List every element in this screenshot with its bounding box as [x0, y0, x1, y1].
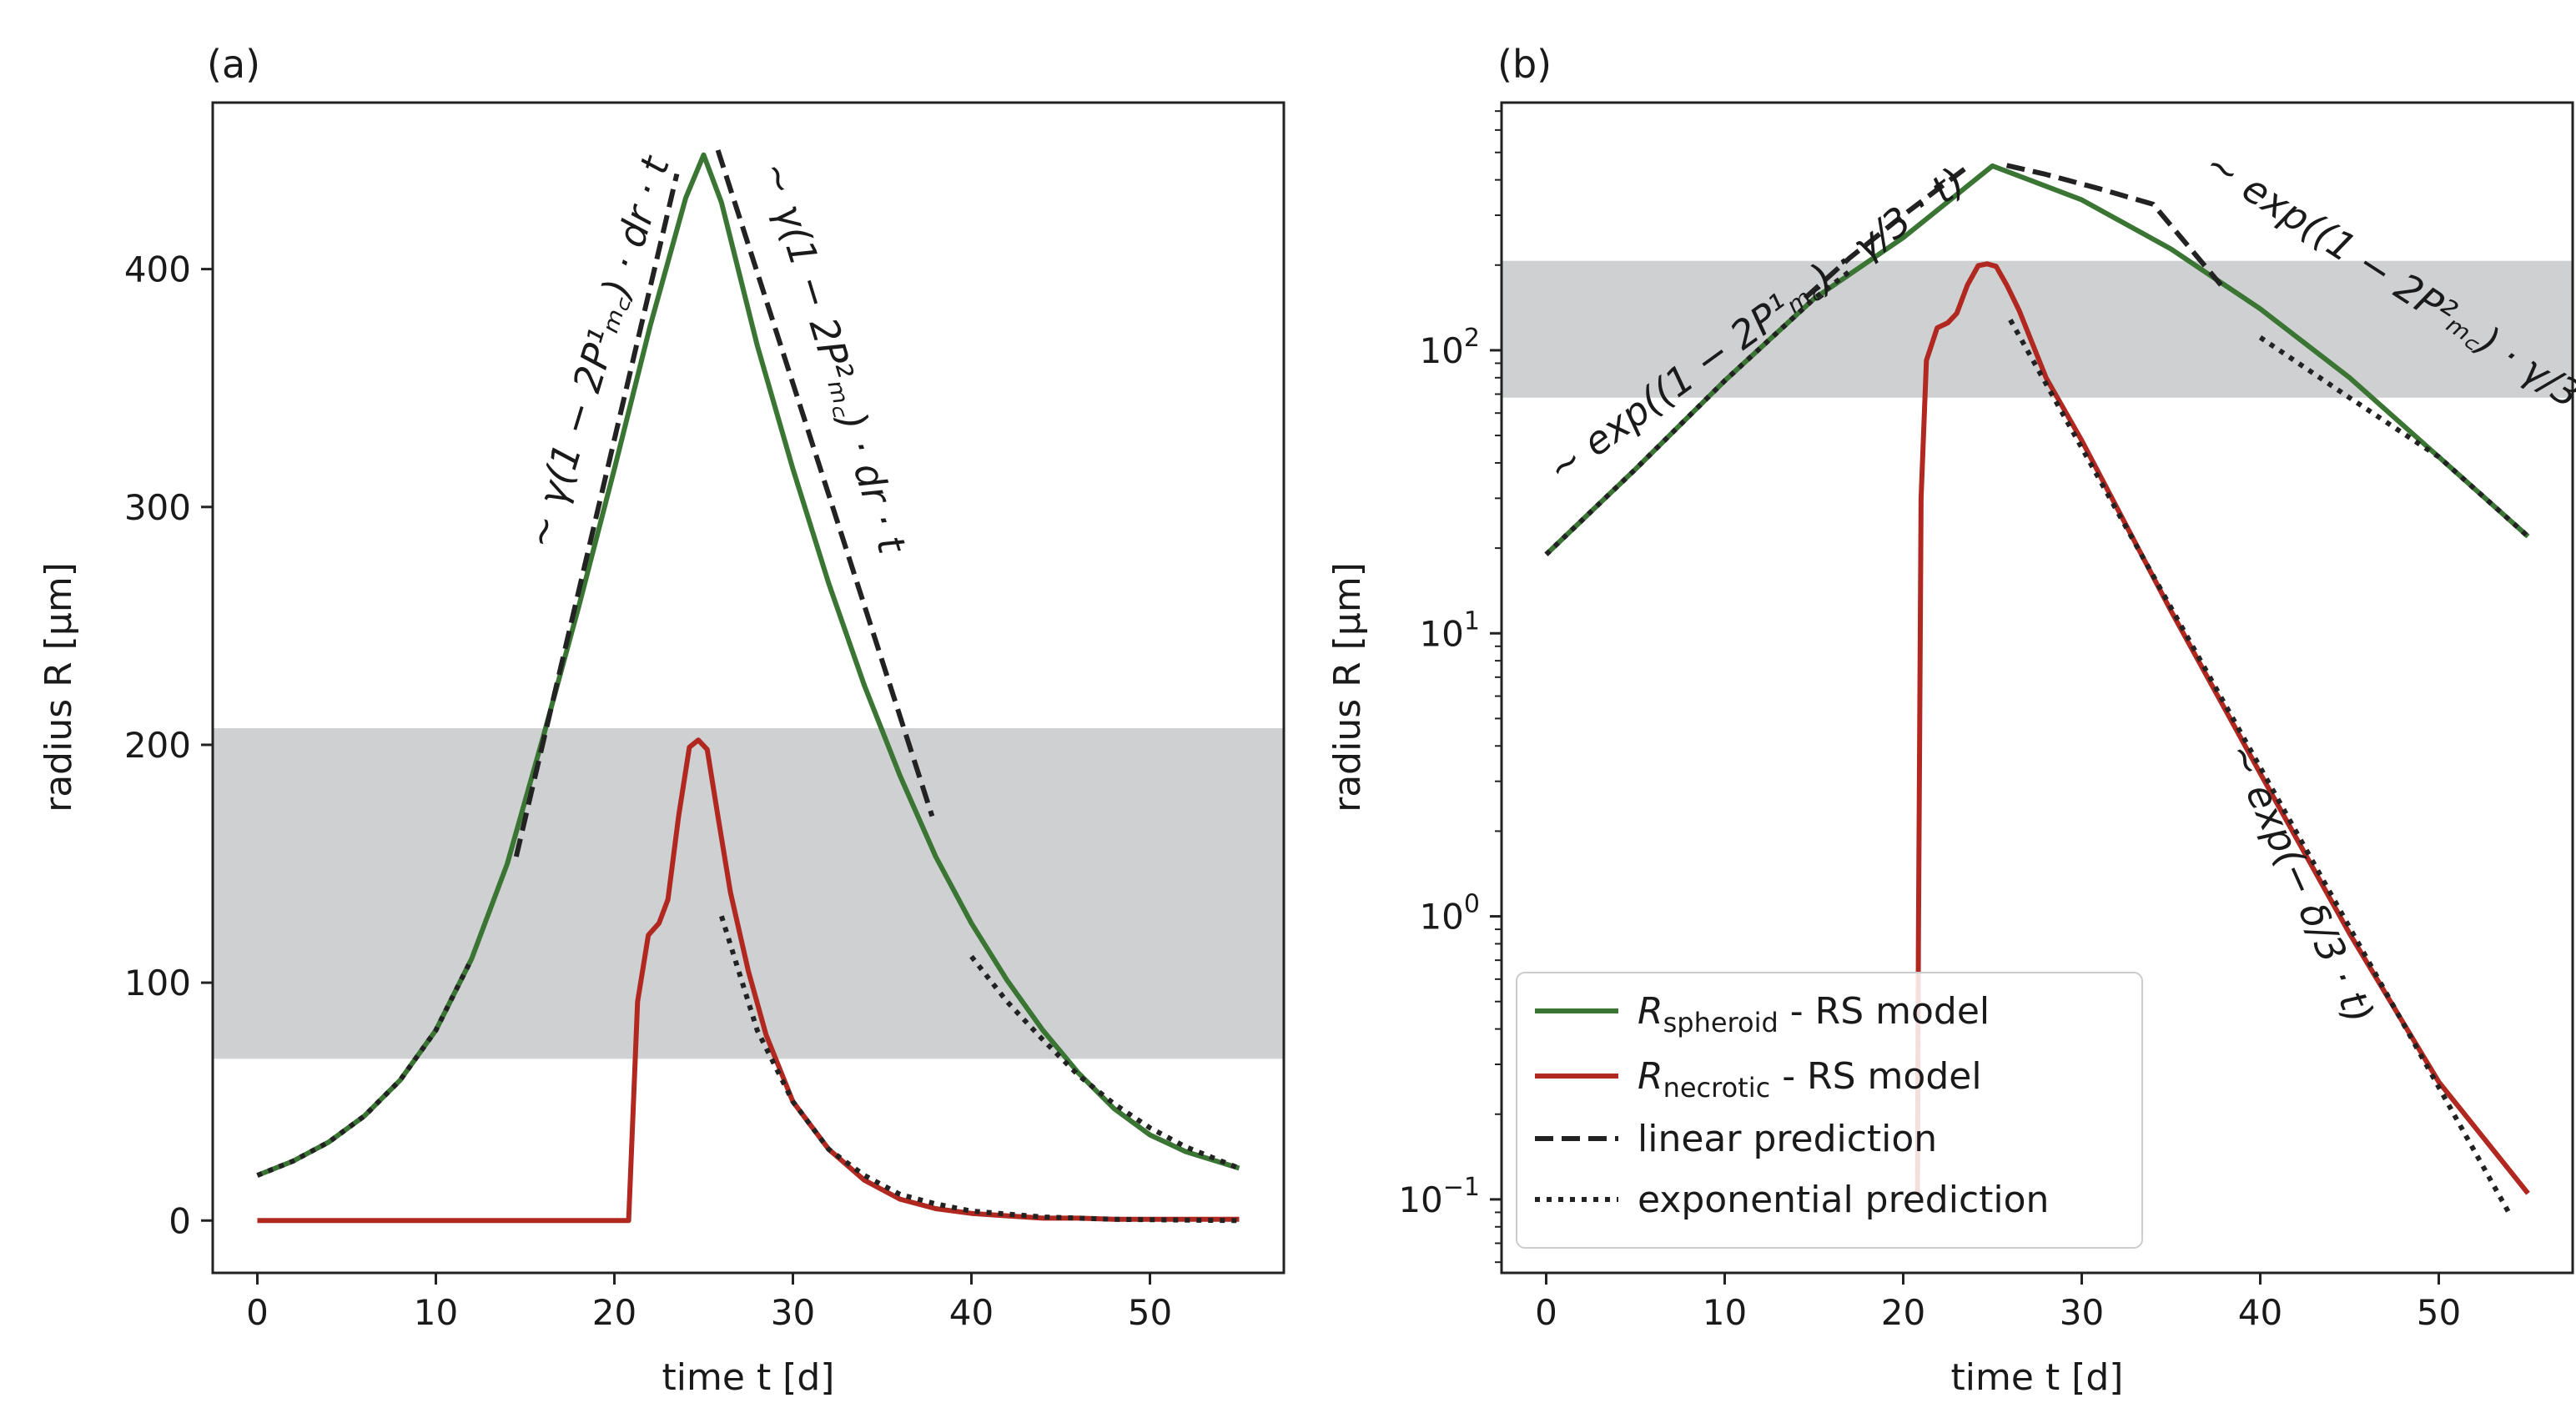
- panel-b-ytick-label-0: 10−1: [1398, 1173, 1480, 1220]
- panel-a-xlabel: time t [d]: [662, 1356, 835, 1399]
- panel-a-ytick-label-2: 200: [124, 725, 191, 766]
- panel-a-series-5: [719, 915, 1240, 1224]
- panel-a-ylabel: radius R [μm]: [38, 562, 80, 812]
- panel-a-xtick-label-3: 30: [771, 1292, 815, 1333]
- panel-b-ylabel: radius R [μm]: [1326, 562, 1369, 812]
- panel-b-yticks: 10−1 100 101 102: [1398, 110, 1502, 1264]
- panel-a-frame: [211, 101, 1285, 1275]
- panel-b-xtick-label-1: 10: [1703, 1292, 1747, 1333]
- panel-b-series: [1544, 163, 2530, 1217]
- legend-label-linear: linear prediction: [1638, 1118, 1937, 1160]
- panel-b-series-4: [1544, 269, 1852, 556]
- panel-a-ytick-label-1: 100: [124, 963, 191, 1003]
- panel-a-xtick-label-1: 10: [414, 1292, 458, 1333]
- panel-b-frame: [1500, 101, 2574, 1275]
- panel-a-band: [213, 727, 1284, 1059]
- panel-b-series-3: [2005, 163, 2223, 287]
- panel-a-ytick-label-3: 300: [124, 487, 191, 528]
- panel-b-series-0: [1544, 163, 2530, 556]
- panel-a: (a) 0 10 20 30 40 50 0 100 200 300 400 time t [d]…: [38, 42, 1285, 1399]
- panel-a-series-4: [256, 958, 474, 1178]
- panel-b-annotation-necrotic: ~ exp(− δ/3 · t): [2219, 737, 2382, 1030]
- panel-a-ytick-label-4: 400: [124, 249, 191, 290]
- panel-a-annotation-decay: ~ γ(1 − 2P²ₘ꜀) · dr · t: [752, 156, 915, 560]
- panel-b-xtick-label-5: 50: [2417, 1292, 2461, 1333]
- panel-a-xticks: 0 10 20 30 40 50: [246, 1273, 1172, 1333]
- panel-a-series-6: [969, 954, 1240, 1171]
- panel-a-xtick-label-4: 40: [949, 1292, 994, 1333]
- panel-b-ytick-label-3: 102: [1419, 324, 1480, 371]
- panel-b-series-5: [2008, 319, 2513, 1217]
- panel-a-series: [256, 149, 1240, 1224]
- panel-b-ytick-label-2: 101: [1419, 606, 1480, 654]
- panel-a-yticks: 0 100 200 300 400: [124, 249, 213, 1241]
- panel-b-series-2: [1803, 166, 1968, 300]
- legend-box: [1516, 972, 2143, 1249]
- panel-a-xtick-label-0: 0: [246, 1292, 269, 1333]
- panel-b-series-1: [1914, 261, 2530, 1195]
- panel-b-xticks: 0 10 20 30 40 50: [1535, 1273, 2461, 1333]
- panel-a-series-2: [513, 173, 680, 857]
- panel-b-xtick-label-3: 30: [2060, 1292, 2104, 1333]
- panel-a-label: (a): [207, 42, 260, 87]
- panel-a-annotation-growth: ~ γ(1 − 2P¹ₘ꜀) · dr · t: [516, 150, 679, 554]
- panel-a-ytick-label-0: 0: [169, 1200, 191, 1241]
- panel-a-series-3: [715, 149, 935, 817]
- legend: Rspheroid - RS model Rnecrotic - RS mode…: [1516, 972, 2143, 1249]
- panel-b-band: [1502, 260, 2573, 398]
- panel-b-xlabel: time t [d]: [1951, 1356, 2124, 1399]
- panel-b-ytick-label-1: 100: [1419, 890, 1480, 938]
- panel-a-xtick-label-5: 50: [1128, 1292, 1172, 1333]
- panel-b-xtick-label-2: 20: [1881, 1292, 1925, 1333]
- legend-label-spheroid: Rspheroid - RS model: [1638, 990, 1990, 1038]
- panel-b-xtick-label-0: 0: [1535, 1292, 1557, 1333]
- legend-label-exponential: exponential prediction: [1638, 1179, 2049, 1221]
- panel-b-label: (b): [1497, 42, 1552, 87]
- legend-label-necrotic: Rnecrotic - RS model: [1638, 1055, 1982, 1104]
- panel-b: (b) 0 10 20 30 40 50 10−1 100 101 102 time t [d]…: [1326, 42, 2576, 1399]
- panel-a-xtick-label-2: 20: [592, 1292, 636, 1333]
- panel-b-xtick-label-4: 40: [2238, 1292, 2282, 1333]
